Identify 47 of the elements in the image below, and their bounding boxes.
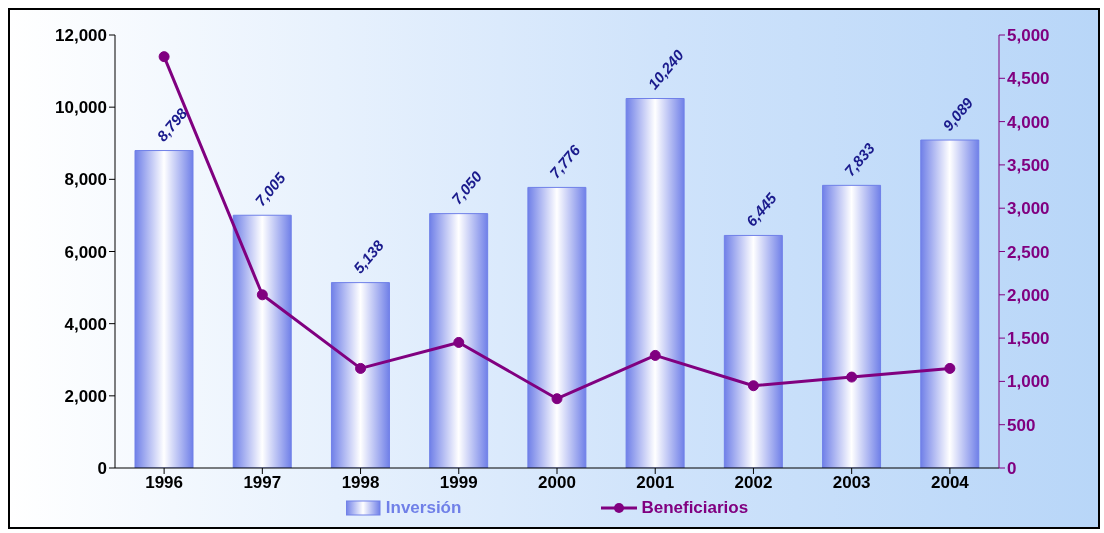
point [355,362,367,374]
point [747,380,759,392]
legend-label: Beneficiarios [640,498,749,518]
x-tick-label: 2002 [734,473,773,493]
y2-tick-label: 1,500 [1007,329,1050,349]
y2-tick-label: 4,000 [1007,112,1050,132]
bar [822,184,882,468]
bar [625,98,685,468]
point [551,393,563,405]
point [158,51,170,63]
y2-tick-label: 2,500 [1007,242,1050,262]
x-tick-label: 2000 [538,473,576,493]
x-tick-label: 2003 [832,473,871,493]
y2-tick-label: 2,000 [1007,285,1050,305]
bar [723,234,783,468]
x-tick-label: 1997 [243,473,282,493]
y-tick-label: 4,000 [64,314,107,334]
point [649,349,661,361]
bar [330,282,390,468]
y2-tick-label: 5,000 [1007,26,1050,46]
y-tick-label: 12,000 [55,26,107,46]
x-tick-label: 1998 [341,473,380,493]
bar [429,213,489,468]
x-tick-label: 1996 [145,473,184,493]
y-tick-label: 2,000 [64,386,107,406]
y-tick-label: 10,000 [55,98,107,118]
y-tick-label: 8,000 [64,170,107,190]
point [944,362,956,374]
x-tick-label: 1999 [439,473,478,493]
bar [527,186,587,468]
y2-tick-label: 0 [1007,459,1017,479]
y2-tick-label: 500 [1007,415,1036,435]
point [846,371,858,383]
y2-tick-label: 4,500 [1007,69,1050,89]
y-tick-label: 0 [97,459,107,479]
bar [134,150,194,468]
point [256,289,268,301]
x-tick-label: 2001 [636,473,675,493]
legend-label: Inversión [384,498,462,518]
y2-tick-label: 3,500 [1007,155,1050,175]
y2-tick-label: 3,000 [1007,199,1050,219]
y-tick-label: 6,000 [64,242,107,262]
x-tick-label: 2004 [930,473,970,493]
bar [920,139,980,468]
y2-tick-label: 1,000 [1007,372,1050,392]
point [453,336,465,348]
bar [232,214,292,468]
